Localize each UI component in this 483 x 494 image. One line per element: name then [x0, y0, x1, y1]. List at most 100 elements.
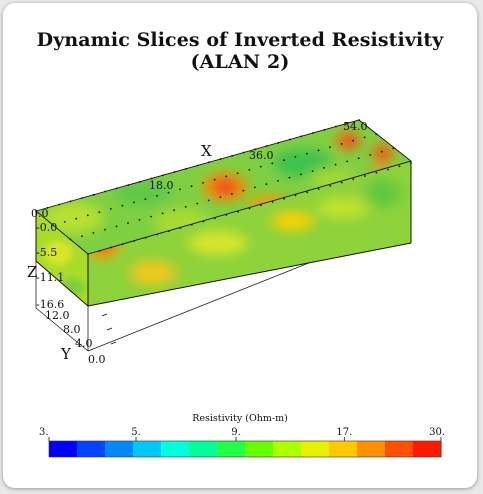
electrode-dot: [86, 214, 89, 217]
electrode-dot: [121, 204, 124, 207]
electrode-dot: [380, 150, 383, 153]
electrode-dot: [161, 212, 164, 215]
electrode-dot: [213, 178, 216, 181]
electrode-dot: [225, 175, 228, 178]
axis-labels: X 0.0 18.0 36.0 54.0 Z -0.0 -5.5 -11.1 -…: [27, 120, 368, 366]
figure-card: Dynamic Slices of Inverted Resistivity (…: [3, 3, 477, 488]
electrode-dot: [109, 208, 112, 210]
colorbar-swatch: [385, 441, 414, 457]
colorbar: Resistivity (Ohm-m) 3. 5. 9. 17. 30.: [39, 413, 445, 458]
colorbar-swatch: [413, 441, 442, 457]
slice-front-face: [88, 161, 411, 306]
electrode-dot: [334, 163, 337, 166]
electrode-dot: [81, 235, 83, 238]
chart-title: Dynamic Slices of Inverted Resistivity (…: [36, 29, 444, 73]
colorbar-title: Resistivity (Ohm-m): [192, 413, 288, 424]
electrode-dot: [364, 175, 366, 177]
electrode-dot: [127, 222, 129, 225]
colorbar-tick-label: 30.: [429, 427, 445, 438]
electrode-dot: [98, 211, 101, 214]
electrode-dot: [63, 221, 66, 223]
x-tick-1: 18.0: [149, 179, 174, 192]
electrode-dot: [398, 165, 401, 168]
electrode-dot: [306, 191, 309, 194]
electrode-dot: [329, 184, 332, 187]
electrode-dot: [346, 160, 349, 163]
electrode-dot: [138, 219, 141, 221]
electrode-dot: [179, 188, 182, 191]
colorbar-swatch: [217, 441, 246, 457]
electrode-dot: [184, 206, 187, 208]
electrode-dot: [329, 146, 331, 149]
z-axis-label: Z: [27, 263, 37, 281]
electrode-dot: [311, 170, 314, 173]
electrode-dot: [190, 185, 193, 188]
colorbar-tick-marks: [48, 437, 442, 441]
electrode-dot: [259, 165, 262, 168]
electrode-dot: [294, 156, 297, 158]
colorbar-swatch: [357, 441, 386, 457]
y-axis-ticks: [101, 313, 117, 345]
electrode-dot: [363, 136, 366, 139]
electrode-dot: [277, 180, 279, 182]
electrode-dot: [150, 215, 153, 218]
electrode-dot: [300, 173, 302, 176]
edge-front-bottom: [87, 242, 412, 307]
electrode-dot: [306, 152, 308, 155]
wire-bottom-left-edge: [35, 307, 89, 352]
electrode-dot: [167, 191, 170, 194]
electrode-dot: [317, 149, 320, 152]
electrode-dot: [271, 201, 274, 203]
electrode-dot: [375, 171, 378, 174]
electrode-dot: [265, 183, 268, 186]
colorbar-tick-label: 17.: [336, 427, 352, 438]
y-tick-3: 12.0: [45, 309, 70, 322]
colorbar-tick-label: 9.: [231, 427, 241, 438]
colorbar-swatch: [161, 441, 190, 457]
electrode-dot: [236, 172, 239, 175]
x-tick-0: 0.0: [31, 207, 49, 220]
electrode-dot: [369, 154, 372, 156]
electrode-dot: [202, 182, 205, 184]
electrode-dot: [219, 196, 222, 199]
x-tick-2: 36.0: [249, 149, 274, 162]
y-tick-2: 8.0: [63, 323, 81, 336]
colorbar-tick-label: 5.: [131, 427, 141, 438]
volume-plot: X 0.0 18.0 36.0 54.0 Z -0.0 -5.5 -11.1 -…: [27, 119, 445, 458]
electrode-dot: [352, 139, 354, 142]
electrode-dot: [288, 176, 291, 179]
electrode-dot: [294, 194, 297, 197]
electrode-dot: [144, 198, 147, 201]
colorbar-swatch: [105, 441, 134, 457]
electrode-dot: [323, 167, 325, 169]
colorbar-swatch: [189, 441, 218, 457]
electrode-dot: [242, 189, 245, 192]
x-axis-label: X: [201, 142, 212, 160]
electrode-dot: [340, 181, 343, 184]
electrode-dot: [156, 195, 158, 197]
colorbar-swatch: [301, 441, 330, 457]
colorbar-tick-labels: 3. 5. 9. 17. 30.: [39, 427, 445, 438]
electrode-dot: [207, 199, 210, 202]
edge-side-bottom: [35, 260, 89, 307]
electrode-dot: [133, 201, 135, 204]
y-axis-label: Y: [60, 345, 72, 363]
electrode-dot: [196, 202, 199, 205]
electrode-dot: [317, 188, 320, 190]
electrode-grid: [35, 119, 412, 255]
electrode-dot: [352, 178, 355, 181]
colorbar-swatch: [49, 441, 78, 457]
electrode-dot: [271, 162, 274, 165]
colorbar-swatch: [329, 441, 358, 457]
colorbar-frame: [48, 440, 442, 458]
z-tick-2: -11.1: [36, 271, 64, 284]
z-tick-0: -0.0: [36, 221, 57, 234]
electrode-dot: [260, 204, 262, 207]
electrode-dot: [254, 186, 256, 189]
electrode-dot: [75, 217, 78, 220]
electrode-dot: [357, 157, 360, 160]
colorbar-swatch: [133, 441, 162, 457]
z-tick-3: -16.6: [36, 298, 64, 311]
electrode-dot: [115, 225, 118, 228]
colorbar-swatch: [77, 441, 106, 457]
